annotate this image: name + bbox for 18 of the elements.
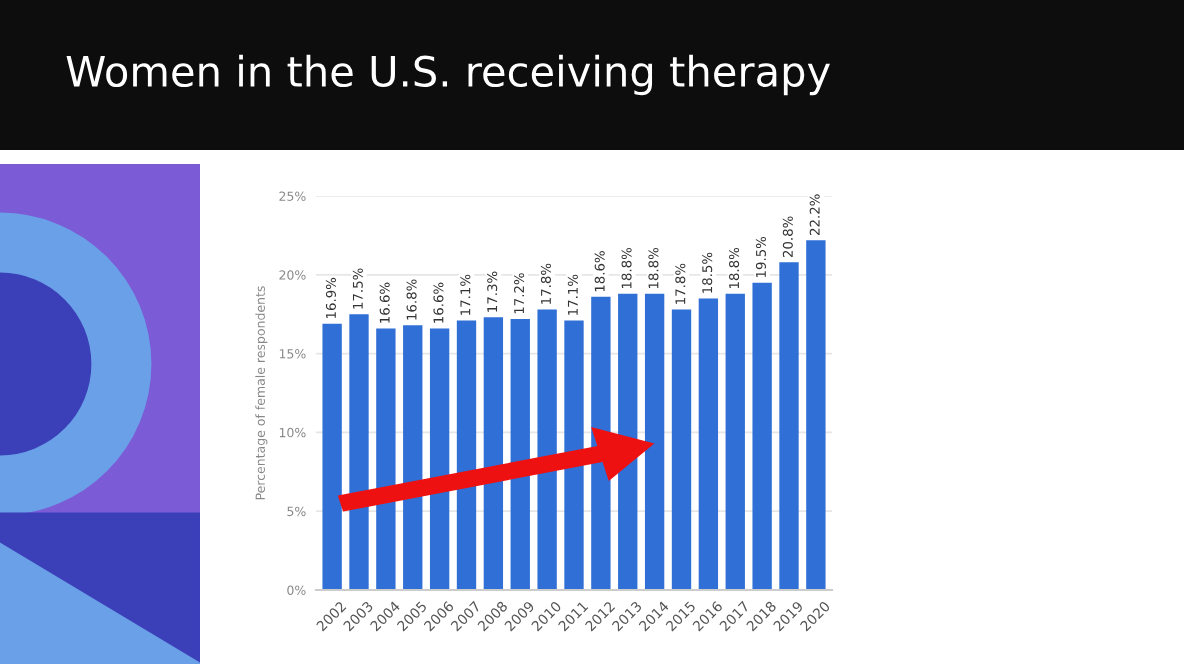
bar xyxy=(376,328,396,590)
bar xyxy=(725,293,745,590)
bar xyxy=(752,282,772,590)
bar xyxy=(644,293,665,590)
bar xyxy=(698,298,719,590)
bar xyxy=(429,328,450,590)
bar xyxy=(806,240,826,590)
bar xyxy=(322,323,342,590)
bar xyxy=(537,309,557,590)
bar xyxy=(456,320,477,590)
bar xyxy=(349,314,369,590)
bar xyxy=(510,318,530,590)
chart-title: Women in the U.S. receiving therapy xyxy=(66,54,830,96)
bar xyxy=(671,309,692,590)
bar xyxy=(779,262,799,590)
bar xyxy=(403,325,423,590)
bar xyxy=(564,320,584,590)
bar xyxy=(483,317,504,590)
